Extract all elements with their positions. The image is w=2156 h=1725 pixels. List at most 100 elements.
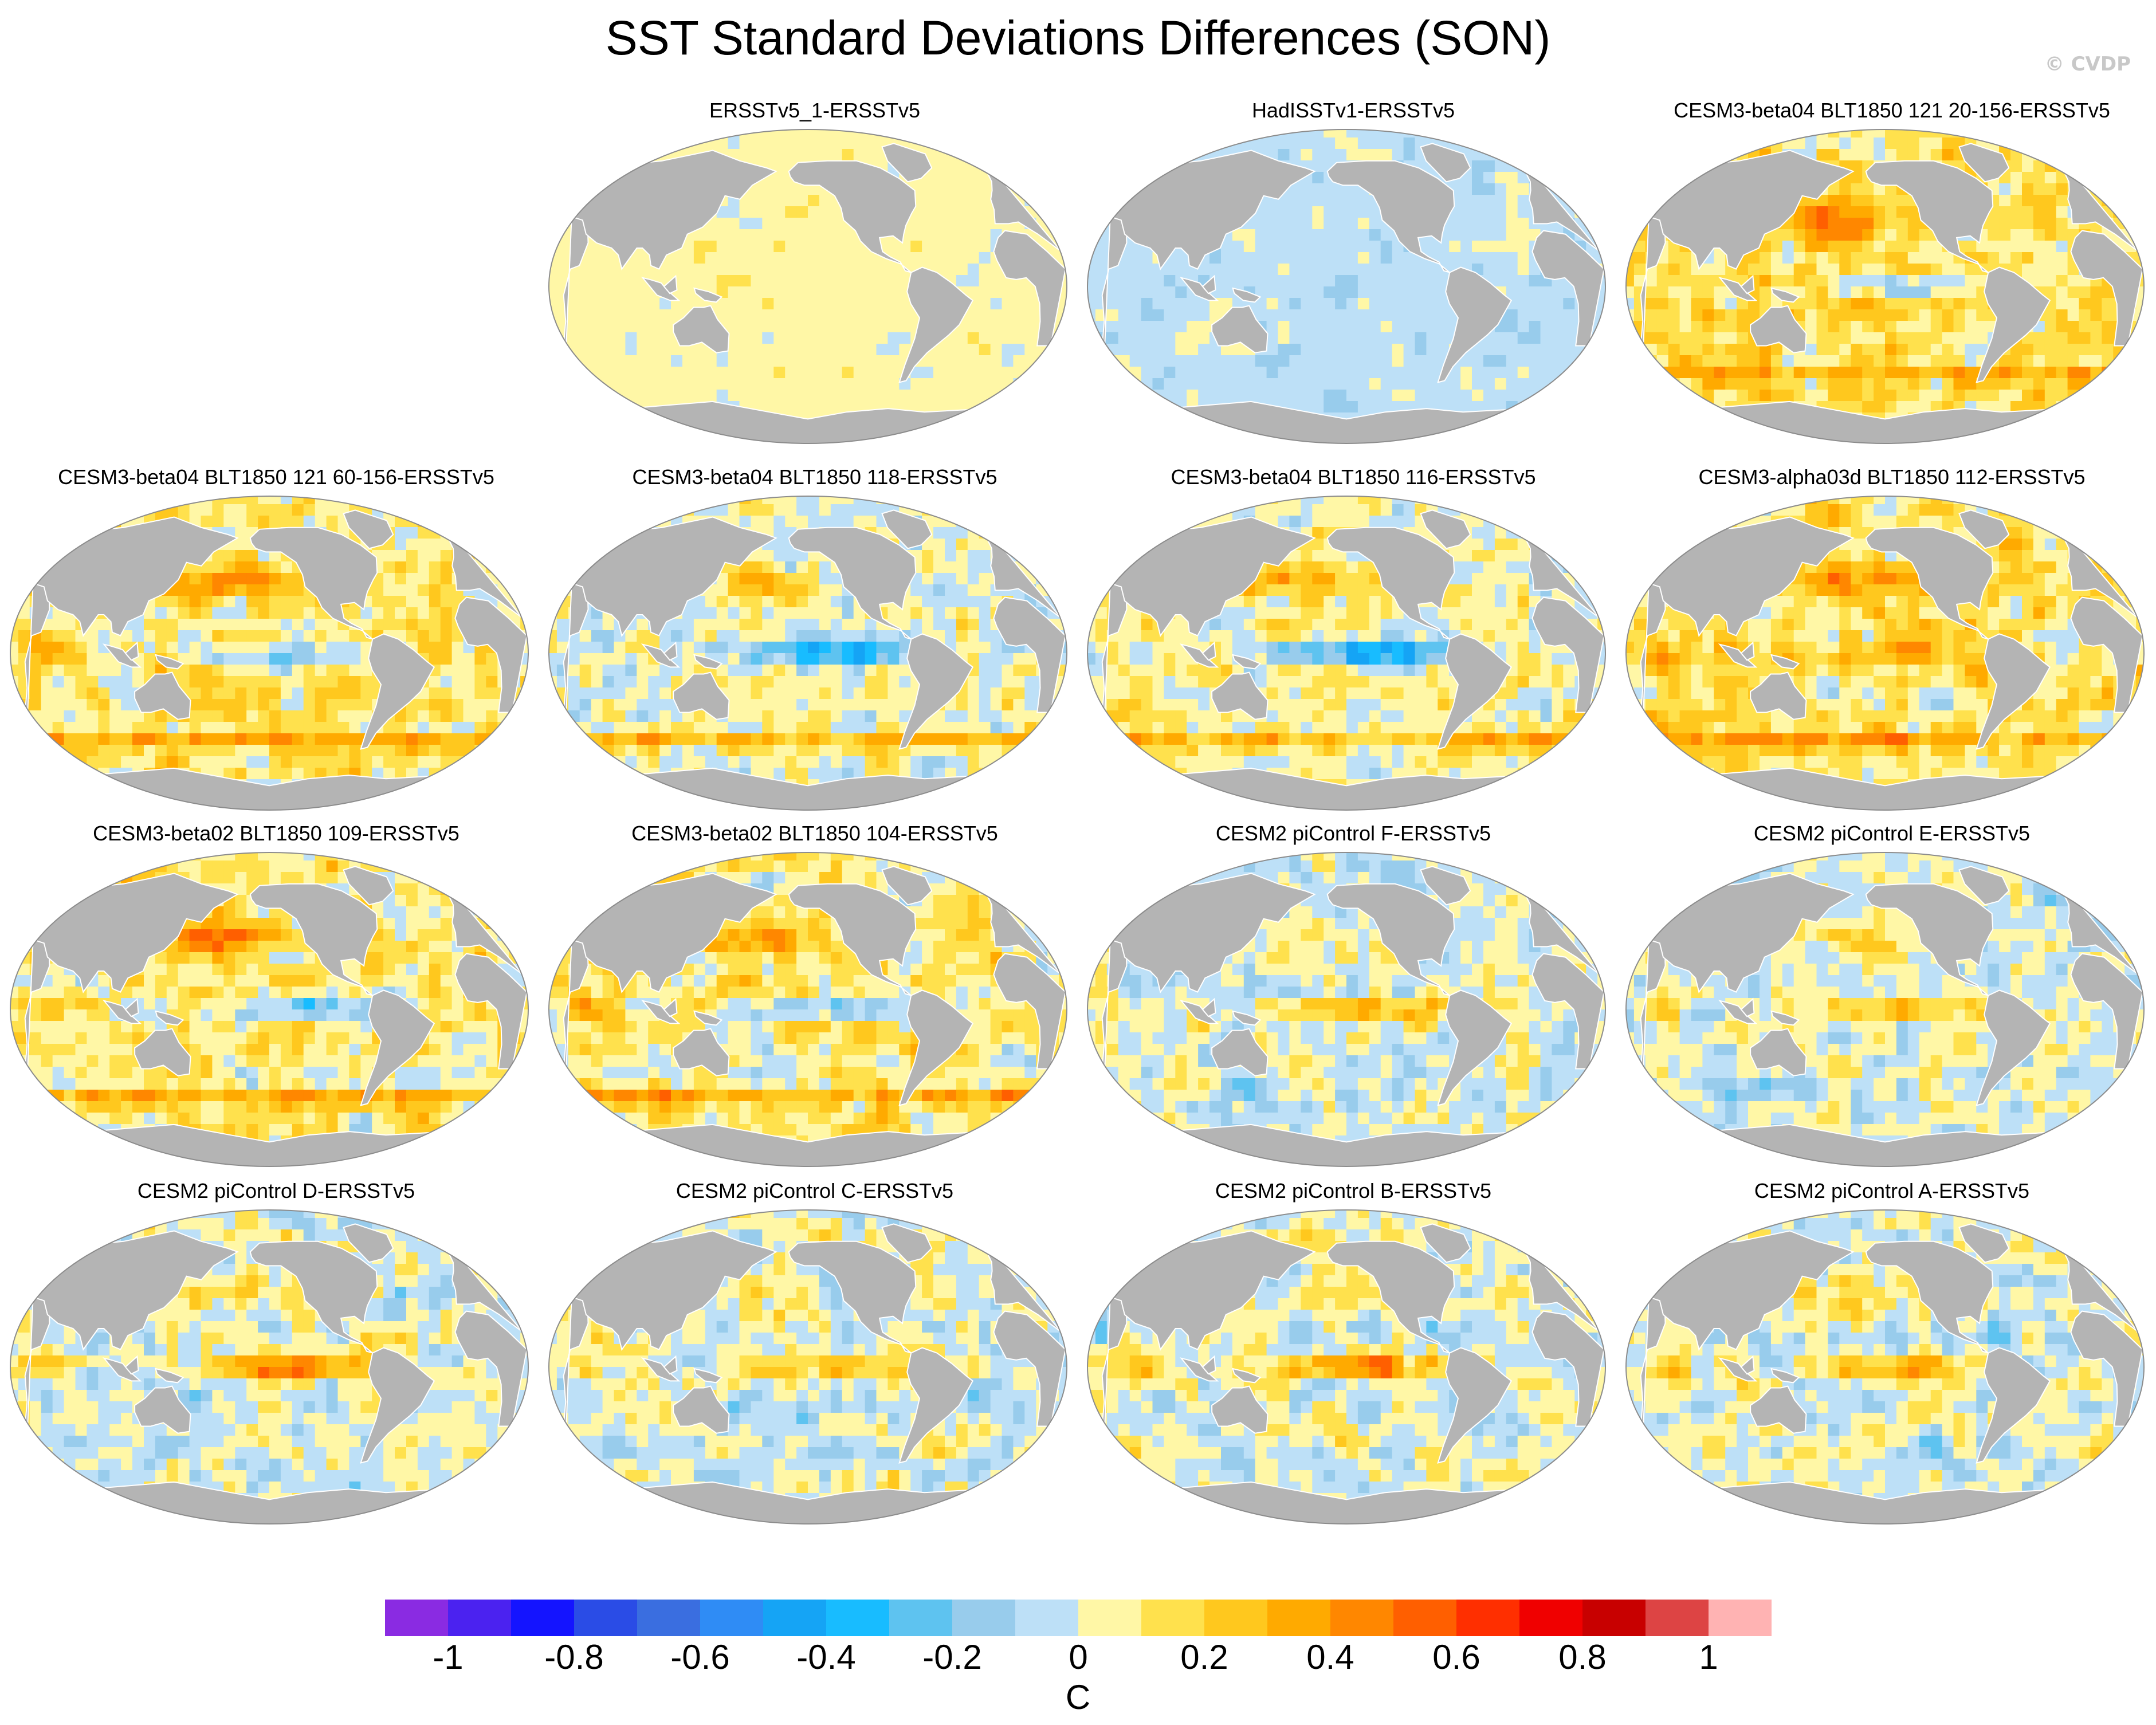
- anomaly-cell: [315, 642, 327, 654]
- anomaly-cell: [648, 367, 660, 379]
- anomaly-cell: [1460, 390, 1472, 402]
- anomaly-cell: [29, 687, 42, 700]
- anomaly-cell: [967, 149, 980, 161]
- anomaly-cell: [1141, 137, 1153, 150]
- anomaly-cell: [785, 298, 797, 310]
- anomaly-cell: [1059, 137, 1067, 150]
- anomaly-cell: [383, 561, 395, 573]
- anomaly-cell: [41, 756, 53, 768]
- anomaly-cell: [1828, 241, 1840, 253]
- anomaly-cell: [1805, 218, 1817, 230]
- anomaly-cell: [1357, 264, 1370, 276]
- anomaly-cell: [1002, 378, 1014, 390]
- anomaly-cell: [728, 390, 740, 402]
- anomaly-cell: [990, 149, 1003, 161]
- anomaly-cell: [2067, 367, 2080, 379]
- anomaly-cell: [29, 550, 42, 562]
- anomaly-cell: [1714, 137, 1726, 150]
- map-border: [1087, 129, 1606, 444]
- anomaly-cell: [1369, 401, 1381, 413]
- anomaly-cell: [1597, 137, 1605, 150]
- anomaly-cell: [1874, 206, 1886, 218]
- anomaly-cell: [1095, 367, 1108, 379]
- anomaly-cell: [1748, 355, 1760, 367]
- anomaly-cell: [395, 722, 407, 734]
- anomaly-cell: [979, 206, 991, 218]
- anomaly-cell: [372, 607, 384, 619]
- anomaly-cell: [1164, 390, 1176, 402]
- anomaly-cell: [773, 183, 786, 195]
- anomaly-cell: [1289, 149, 1301, 161]
- anomaly-cell: [1266, 275, 1279, 287]
- anomaly-cell: [602, 129, 615, 138]
- anomaly-cell: [1059, 367, 1067, 379]
- anomaly-cell: [922, 401, 934, 413]
- anomaly-cell: [1243, 229, 1256, 241]
- anomaly-cell: [1679, 412, 1692, 425]
- anomaly-cell: [648, 129, 660, 138]
- anomaly-cell: [1289, 229, 1301, 241]
- anomaly-cell: [406, 619, 418, 631]
- anomaly-cell: [1392, 344, 1404, 356]
- anomaly-cell: [830, 229, 843, 241]
- anomaly-cell: [1976, 129, 1988, 138]
- sst-anomaly-field: [1087, 129, 1605, 443]
- anomaly-cell: [1059, 321, 1067, 333]
- anomaly-cell: [18, 619, 30, 631]
- anomaly-cell: [808, 321, 820, 333]
- anomaly-cell: [637, 435, 649, 443]
- anomaly-cell: [808, 401, 820, 413]
- anomaly-cell: [486, 687, 498, 700]
- anomaly-cell: [1346, 149, 1358, 161]
- anomaly-cell: [52, 653, 65, 665]
- anomaly-cell: [2010, 172, 2023, 184]
- anomaly-cell: [1839, 321, 1851, 333]
- anomaly-cell: [1002, 390, 1014, 402]
- anomaly-cell: [1907, 309, 1920, 321]
- anomaly-cell: [1828, 309, 1840, 321]
- anomaly-cell: [1494, 355, 1507, 367]
- anomaly-cell: [1483, 252, 1495, 264]
- anomaly-cell: [201, 745, 213, 757]
- anomaly-cell: [728, 298, 740, 310]
- anomaly-cell: [10, 722, 19, 734]
- anomaly-cell: [2124, 355, 2137, 367]
- anomaly-cell: [693, 344, 706, 356]
- anomaly-cell: [1278, 229, 1290, 241]
- anomaly-cell: [349, 630, 361, 642]
- anomaly-cell: [1324, 218, 1336, 230]
- anomaly-cell: [956, 378, 968, 390]
- anomaly-cell: [979, 195, 991, 207]
- anomaly-cell: [2090, 390, 2102, 402]
- anomaly-cell: [1232, 355, 1244, 367]
- anomaly-cell: [1540, 160, 1552, 172]
- anomaly-cell: [1301, 367, 1313, 379]
- anomaly-cell: [808, 344, 820, 356]
- anomaly-cell: [1059, 195, 1067, 207]
- anomaly-cell: [121, 745, 133, 757]
- anomaly-cell: [1002, 424, 1014, 436]
- anomaly-cell: [853, 149, 866, 161]
- anomaly-cell: [1540, 137, 1552, 150]
- anomaly-cell: [1691, 435, 1703, 443]
- anomaly-cell: [223, 665, 235, 677]
- anomaly-cell: [349, 710, 361, 722]
- anomaly-cell: [178, 676, 190, 688]
- anomaly-cell: [716, 355, 729, 367]
- anomaly-cell: [2136, 252, 2144, 264]
- anomaly-cell: [751, 183, 763, 195]
- anomaly-cell: [2022, 367, 2034, 379]
- anomaly-cell: [693, 298, 706, 310]
- anomaly-cell: [1725, 344, 1737, 356]
- anomaly-cell: [269, 710, 281, 722]
- anomaly-cell: [659, 309, 671, 321]
- anomaly-cell: [785, 137, 797, 150]
- anomaly-cell: [625, 298, 637, 310]
- anomaly-cell: [1255, 435, 1267, 443]
- anomaly-cell: [1289, 332, 1301, 344]
- anomaly-cell: [1942, 264, 1954, 276]
- anomaly-cell: [625, 129, 637, 138]
- anomaly-cell: [1087, 160, 1096, 172]
- anomaly-cell: [910, 252, 922, 264]
- anomaly-cell: [212, 607, 224, 619]
